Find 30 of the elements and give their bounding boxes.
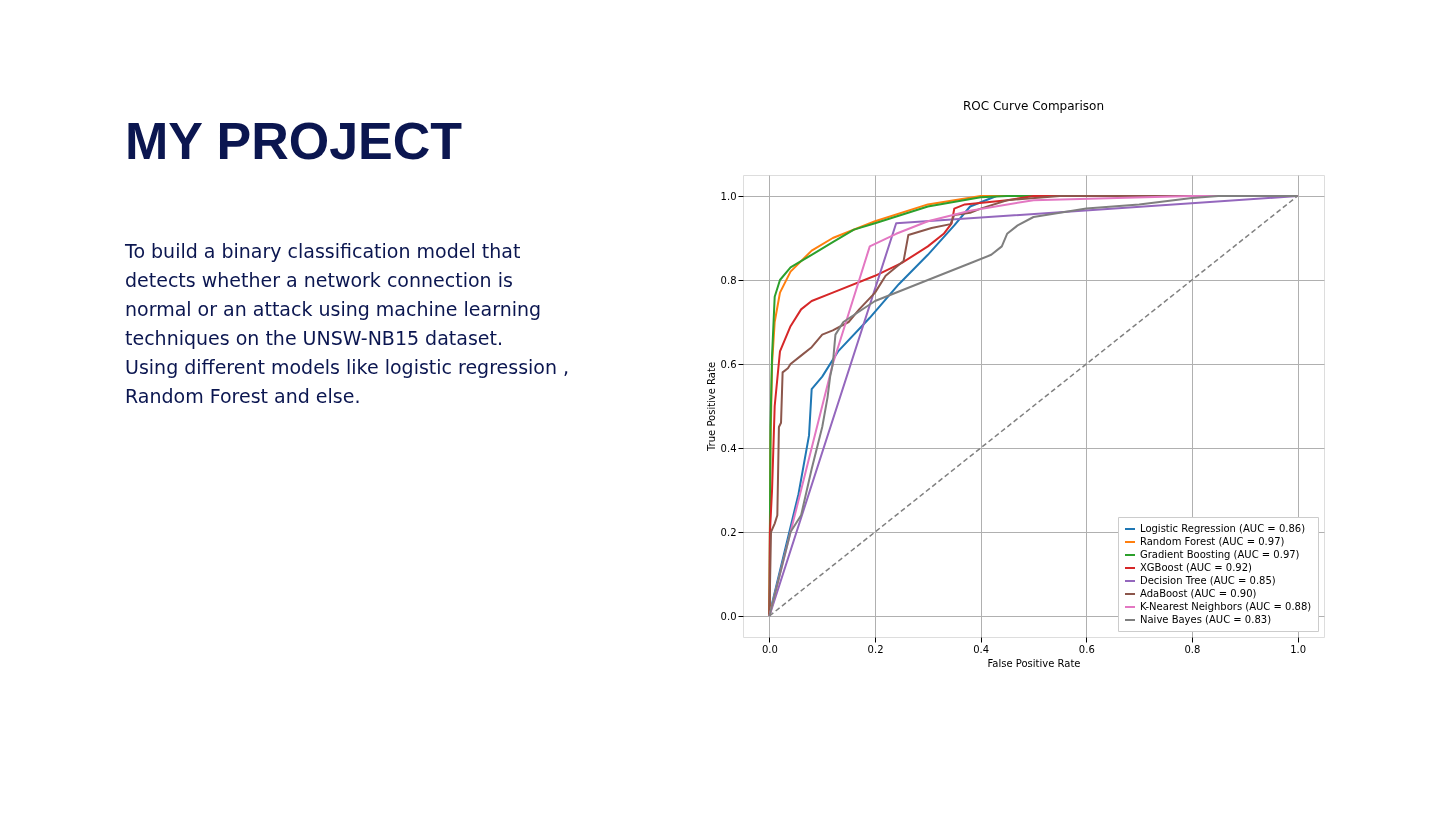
legend-label: AdaBoost (AUC = 0.90) — [1140, 588, 1257, 599]
text: detects whether a network connection is — [125, 269, 513, 291]
y-axis-title: True Positive Rate — [705, 361, 717, 453]
x-tick-label: 0.2 — [867, 643, 884, 655]
legend-label: Naive Bayes (AUC = 0.83) — [1140, 614, 1272, 625]
text: normal or an attack using machine learning — [125, 298, 542, 320]
x-tick-label: 0.8 — [1184, 643, 1201, 655]
x-tick-label: 0.0 — [761, 643, 778, 655]
y-tick-label: 0.4 — [720, 442, 737, 454]
legend-label: K-Nearest Neighbors (AUC = 0.88) — [1140, 601, 1312, 612]
legend-label: Logistic Regression (AUC = 0.86) — [1140, 523, 1306, 534]
text: Random Forest and else. — [125, 385, 361, 407]
x-tick-label: 0.6 — [1078, 643, 1095, 655]
x-axis-title: False Positive Rate — [987, 657, 1081, 669]
text: MY PROJECT — [125, 112, 463, 170]
x-tick-label: 1.0 — [1290, 643, 1307, 655]
text: Using different models like logistic regression , — [125, 356, 570, 378]
y-tick-label: 0.2 — [720, 526, 737, 538]
legend-label: XGBoost (AUC = 0.92) — [1140, 562, 1253, 573]
text: To build a binary classification model that — [124, 240, 521, 262]
y-tick-label: 0.8 — [720, 274, 737, 286]
legend-label: Decision Tree (AUC = 0.85) — [1140, 575, 1276, 586]
y-tick-label: 0.0 — [720, 610, 737, 622]
x-tick-label: 0.4 — [973, 643, 990, 655]
legend-label: Random Forest (AUC = 0.97) — [1140, 536, 1285, 547]
text: techniques on the UNSW-NB15 dataset. — [125, 327, 503, 349]
y-tick-label: 0.6 — [720, 358, 737, 370]
chart-title: ROC Curve Comparison — [962, 99, 1105, 113]
legend-label: Gradient Boosting (AUC = 0.97) — [1140, 549, 1300, 560]
y-tick-label: 1.0 — [720, 190, 737, 202]
